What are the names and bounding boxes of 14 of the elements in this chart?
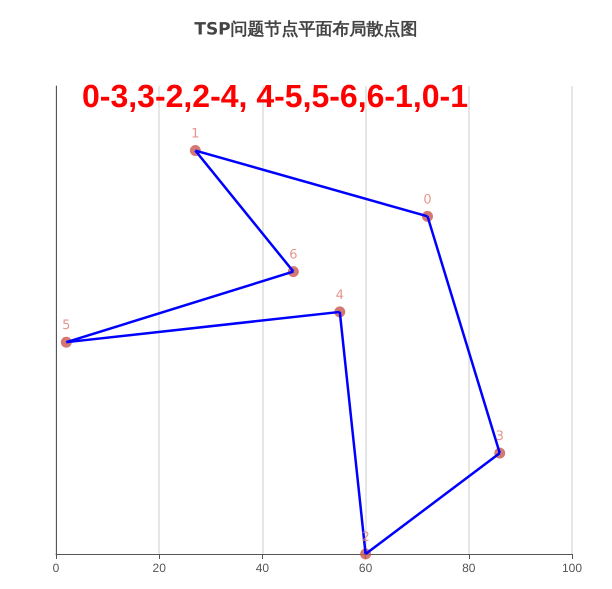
text: 0-3,3-2,2-4, 4-5,5-6,6-1,0-1 xyxy=(82,78,468,114)
x-tick-label: 60 xyxy=(358,561,373,575)
x-tick-label: 100 xyxy=(562,561,582,575)
x-tick-label: 20 xyxy=(152,561,166,575)
annotation: 1 xyxy=(191,126,200,142)
annotation: 4 xyxy=(336,288,344,303)
annotation: 6 xyxy=(289,248,298,263)
x-tick-label: 40 xyxy=(256,561,270,575)
annotation: 3 xyxy=(496,429,504,444)
annotation: 0 xyxy=(423,192,432,208)
x-tick-label: 80 xyxy=(462,561,476,575)
annotation: 5 xyxy=(62,318,70,334)
chart-title: TSP问题节点平面布局散点图 xyxy=(194,20,418,40)
x-tick-label: 0 xyxy=(52,561,60,575)
